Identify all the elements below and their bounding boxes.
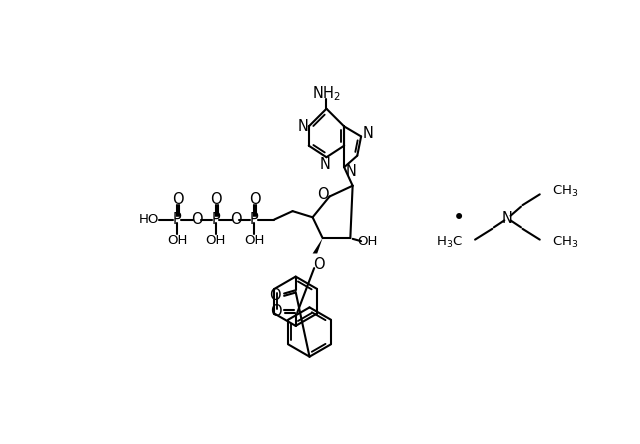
Text: CH$_3$: CH$_3$ bbox=[552, 235, 579, 250]
Text: O: O bbox=[270, 304, 282, 319]
Text: N: N bbox=[346, 164, 356, 179]
Text: CH$_3$: CH$_3$ bbox=[552, 184, 579, 199]
Text: O: O bbox=[269, 288, 281, 302]
Text: HO: HO bbox=[139, 213, 159, 226]
Text: P: P bbox=[173, 212, 182, 227]
Text: P: P bbox=[211, 212, 220, 227]
Text: N: N bbox=[502, 210, 513, 226]
Text: NH$_2$: NH$_2$ bbox=[312, 84, 341, 103]
Text: •: • bbox=[452, 208, 465, 228]
Text: O: O bbox=[172, 192, 184, 207]
Text: P: P bbox=[250, 212, 259, 227]
Text: N: N bbox=[297, 119, 308, 134]
Text: O: O bbox=[191, 212, 203, 227]
Text: O: O bbox=[211, 192, 222, 207]
Text: H$_3$C: H$_3$C bbox=[436, 235, 463, 250]
Polygon shape bbox=[312, 238, 323, 254]
Text: N: N bbox=[319, 157, 330, 172]
Text: OH: OH bbox=[167, 234, 188, 247]
Text: O: O bbox=[317, 187, 328, 202]
Text: O: O bbox=[230, 212, 241, 227]
Text: OH: OH bbox=[205, 234, 226, 247]
Text: O: O bbox=[313, 257, 324, 272]
Text: O: O bbox=[249, 192, 260, 207]
Text: OH: OH bbox=[244, 234, 264, 247]
Text: OH: OH bbox=[357, 235, 378, 248]
Text: N: N bbox=[363, 126, 374, 141]
